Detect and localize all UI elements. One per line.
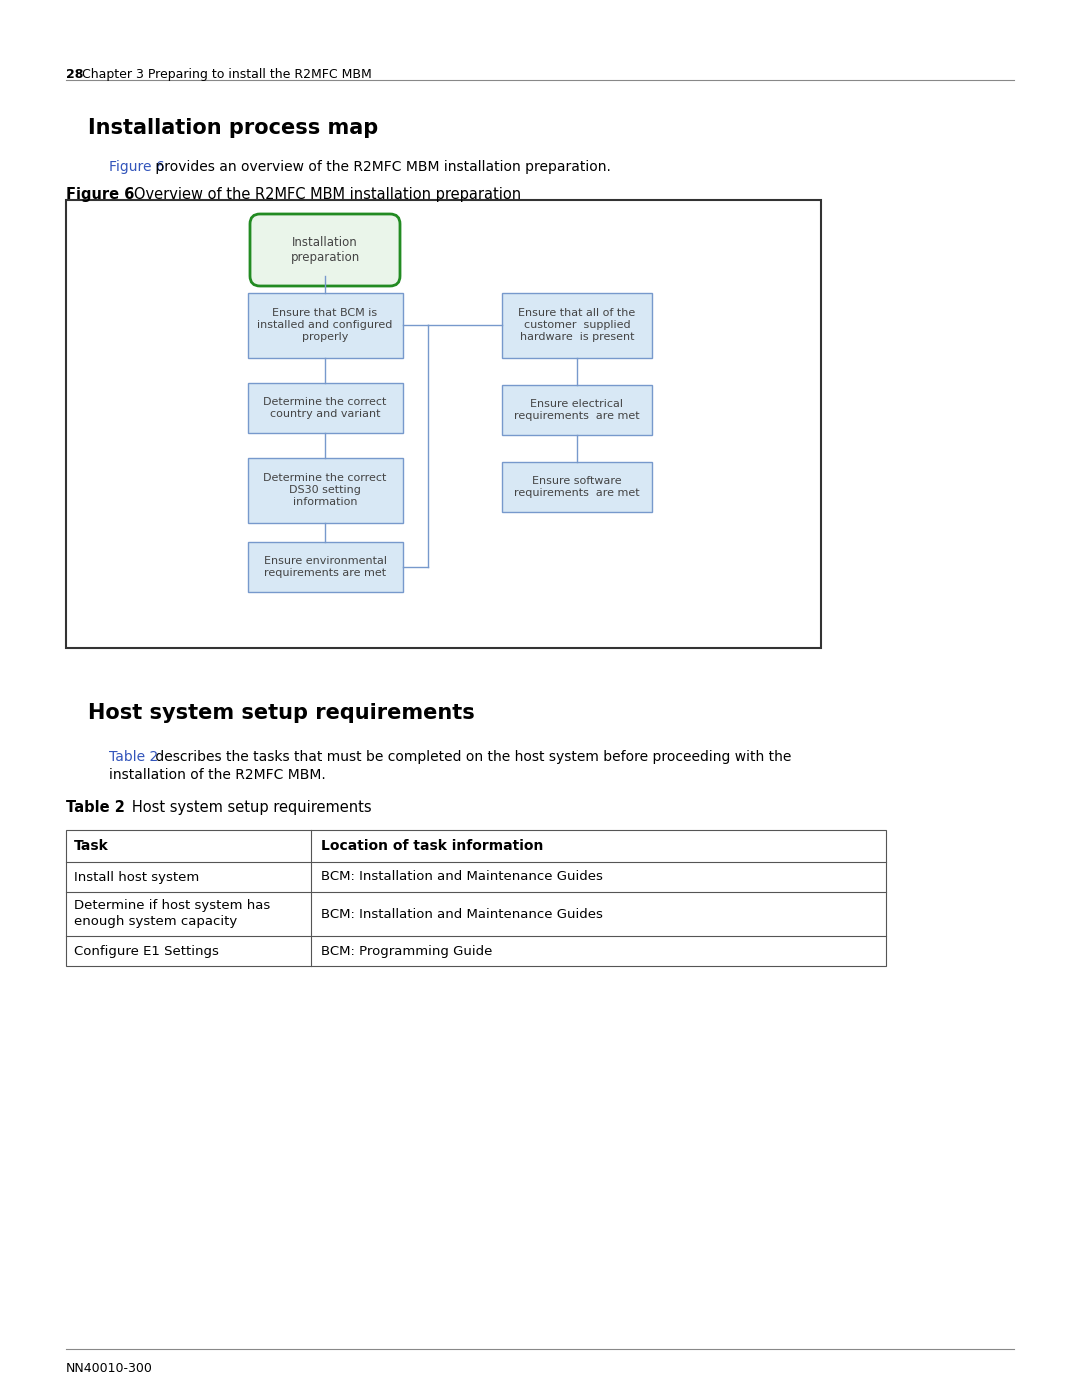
Text: Figure 6: Figure 6	[109, 161, 165, 175]
Text: describes the tasks that must be completed on the host system before proceeding : describes the tasks that must be complet…	[151, 750, 792, 764]
Text: Table 2: Table 2	[109, 750, 159, 764]
FancyBboxPatch shape	[66, 830, 886, 965]
Text: enough system capacity: enough system capacity	[75, 915, 238, 929]
FancyBboxPatch shape	[247, 457, 403, 522]
Text: installation of the R2MFC MBM.: installation of the R2MFC MBM.	[109, 768, 326, 782]
Text: Installation: Installation	[292, 236, 357, 249]
Text: hardware  is present: hardware is present	[519, 332, 634, 342]
Text: Ensure electrical: Ensure electrical	[530, 400, 623, 409]
Text: Ensure that BCM is: Ensure that BCM is	[272, 307, 378, 319]
Text: requirements are met: requirements are met	[264, 569, 386, 578]
Text: Ensure software: Ensure software	[532, 476, 622, 486]
Text: Install host system: Install host system	[75, 870, 199, 883]
Text: Location of task information: Location of task information	[321, 840, 543, 854]
Text: properly: properly	[301, 332, 348, 342]
Text: preparation: preparation	[291, 251, 360, 264]
Text: Overview of the R2MFC MBM installation preparation: Overview of the R2MFC MBM installation p…	[120, 187, 522, 203]
Text: Ensure environmental: Ensure environmental	[264, 556, 387, 566]
Text: Figure 6: Figure 6	[66, 187, 134, 203]
Text: Determine the correct: Determine the correct	[264, 474, 387, 483]
Text: requirements  are met: requirements are met	[514, 488, 639, 497]
FancyBboxPatch shape	[502, 386, 652, 434]
Text: 28: 28	[66, 68, 83, 81]
FancyBboxPatch shape	[502, 462, 652, 511]
Text: Configure E1 Settings: Configure E1 Settings	[75, 944, 219, 957]
FancyBboxPatch shape	[247, 292, 403, 358]
Text: BCM: Installation and Maintenance Guides: BCM: Installation and Maintenance Guides	[321, 908, 603, 921]
Text: Task: Task	[75, 840, 109, 854]
Text: DS30 setting: DS30 setting	[289, 485, 361, 495]
Text: country and variant: country and variant	[270, 409, 380, 419]
Text: Chapter 3 Preparing to install the R2MFC MBM: Chapter 3 Preparing to install the R2MFC…	[78, 68, 372, 81]
Text: provides an overview of the R2MFC MBM installation preparation.: provides an overview of the R2MFC MBM in…	[151, 161, 611, 175]
Text: Host system setup requirements: Host system setup requirements	[118, 800, 372, 814]
Text: installed and configured: installed and configured	[257, 320, 393, 330]
Text: requirements  are met: requirements are met	[514, 411, 639, 420]
Text: BCM: Programming Guide: BCM: Programming Guide	[321, 944, 492, 957]
Text: Determine the correct: Determine the correct	[264, 397, 387, 407]
Text: Host system setup requirements: Host system setup requirements	[87, 703, 475, 724]
FancyBboxPatch shape	[247, 542, 403, 592]
Text: customer  supplied: customer supplied	[524, 320, 631, 330]
Text: NN40010-300: NN40010-300	[66, 1362, 153, 1375]
Text: Ensure that all of the: Ensure that all of the	[518, 307, 636, 319]
FancyBboxPatch shape	[247, 383, 403, 433]
Text: Table 2: Table 2	[66, 800, 125, 814]
Text: BCM: Installation and Maintenance Guides: BCM: Installation and Maintenance Guides	[321, 870, 603, 883]
FancyBboxPatch shape	[66, 200, 821, 648]
Text: Determine if host system has: Determine if host system has	[75, 900, 270, 912]
FancyBboxPatch shape	[502, 292, 652, 358]
Text: information: information	[293, 497, 357, 507]
Text: Installation process map: Installation process map	[87, 117, 378, 138]
FancyBboxPatch shape	[249, 214, 400, 286]
